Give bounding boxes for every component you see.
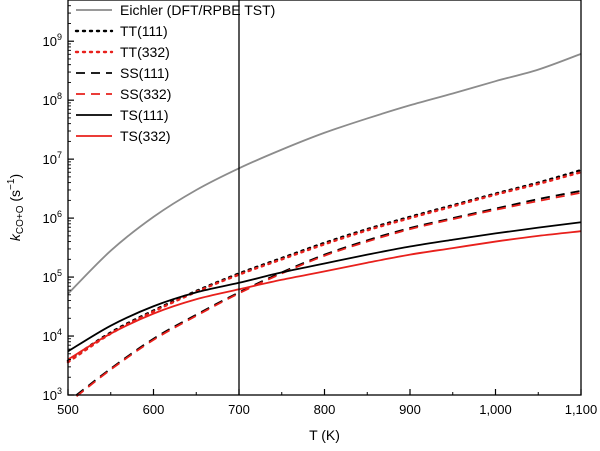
y-tick-exponent: 4	[57, 327, 62, 337]
y-tick-label: 104	[43, 327, 62, 344]
y-tick-label: 105	[43, 268, 62, 285]
x-tick-label: 1,100	[565, 402, 598, 417]
y-tick-exponent: 9	[57, 32, 62, 42]
y-tick-base: 10	[43, 152, 57, 167]
series-layer	[66, 53, 583, 398]
x-tick-label: 800	[314, 402, 336, 417]
y-tick-exponent: 3	[57, 386, 62, 396]
y-tick-label: 108	[43, 91, 62, 108]
x-tick-label: 600	[143, 402, 165, 417]
y-axis-title-subscript: CO+O	[15, 205, 26, 234]
y-tick-exponent: 7	[57, 150, 62, 160]
legend-label: Eichler (DFT/RPBE TST)	[120, 2, 275, 18]
x-tick-label: 500	[57, 402, 79, 417]
legend-label: TT(111)	[120, 23, 168, 39]
y-tick-base: 10	[43, 211, 57, 226]
series-line-ts-332	[67, 230, 582, 361]
legend-label: TS(111)	[120, 107, 169, 123]
y-axis-title-unit-close: )	[7, 174, 23, 179]
y-axis-title: kCO+O (s−1)	[6, 174, 26, 241]
legend-label: SS(111)	[120, 65, 169, 81]
y-tick-label: 106	[43, 209, 62, 226]
y-tick-exponent: 8	[57, 91, 62, 101]
x-axis-title: T (K)	[309, 427, 340, 443]
x-tick-label: 900	[399, 402, 421, 417]
y-tick-base: 10	[43, 93, 57, 108]
y-tick-label: 109	[43, 32, 62, 49]
y-tick-base: 10	[43, 388, 57, 403]
legend-label: TT(332)	[120, 44, 170, 60]
y-axis-title-symbol: k	[7, 233, 23, 241]
y-axis-title-unit-open: (s	[7, 190, 23, 206]
y-axis-title-unit-exponent: −1	[6, 178, 17, 190]
y-tick-label: 103	[43, 386, 62, 403]
series-line-ss-332	[75, 191, 582, 398]
x-tick-label: 700	[228, 402, 250, 417]
series-line-tt-332	[66, 171, 583, 364]
series-line-ts-111	[67, 221, 582, 353]
y-tick-base: 10	[43, 34, 57, 49]
series-line-eichler-dft-rpbe-tst	[67, 53, 582, 295]
y-tick-base: 10	[43, 270, 57, 285]
axis-ticks: 500 600 700 800 900 1,000 1,100103104105106107…	[43, 0, 598, 417]
x-tick-label: 1,000	[479, 402, 512, 417]
y-tick-base: 10	[43, 329, 57, 344]
y-tick-label: 107	[43, 150, 62, 167]
legend-label: TS(332)	[120, 128, 171, 144]
y-tick-exponent: 6	[57, 209, 62, 219]
y-tick-exponent: 5	[57, 268, 62, 278]
legend-label: SS(332)	[120, 86, 171, 102]
series-line-ss-111	[76, 189, 582, 396]
legend: Eichler (DFT/RPBE TST) TT(111) TT(332) SS(1…	[74, 2, 275, 144]
